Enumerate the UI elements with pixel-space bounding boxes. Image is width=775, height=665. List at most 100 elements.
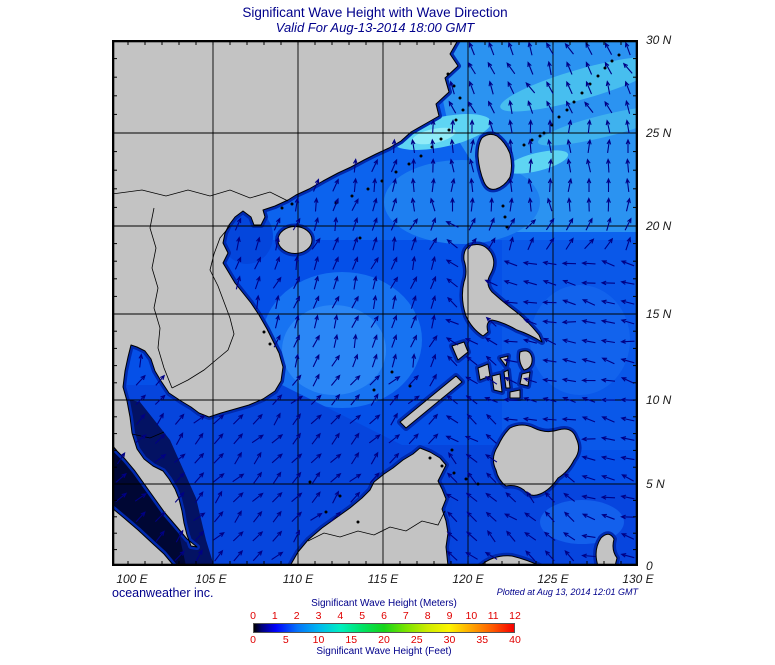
country-border	[131, 431, 165, 439]
wave-direction-arrow	[547, 177, 553, 193]
wave-direction-arrow	[115, 492, 128, 503]
wave-direction-arrow	[372, 275, 378, 290]
wave-direction-arrow	[134, 493, 147, 502]
wave-direction-arrow	[312, 178, 320, 192]
wave-direction-arrow	[503, 279, 518, 286]
wave-direction-arrow	[581, 338, 596, 344]
wave-direction-arrow	[450, 177, 456, 193]
wave-direction-arrow	[586, 119, 592, 134]
wave-direction-arrow	[445, 435, 459, 443]
wave-direction-arrow	[565, 217, 574, 231]
wave-direction-arrow	[503, 338, 518, 344]
wave-direction-arrow	[581, 533, 596, 539]
wave-direction-arrow	[546, 81, 554, 94]
wave-direction-arrow	[274, 314, 280, 329]
wave-direction-arrow	[311, 432, 321, 445]
wave-direction-arrow	[391, 177, 397, 192]
wave-direction-arrow	[488, 80, 494, 95]
wave-direction-arrow	[332, 197, 339, 212]
wave-direction-arrow	[450, 197, 455, 212]
legend-tick: 5	[282, 634, 289, 646]
island-speck	[439, 137, 443, 141]
wave-direction-arrow	[213, 414, 225, 425]
wave-direction-arrow	[350, 491, 361, 503]
wave-direction-arrow	[567, 177, 573, 193]
wave-direction-arrow	[527, 100, 534, 114]
wave-direction-arrow	[586, 158, 592, 173]
wave-direction-arrow	[331, 393, 341, 406]
legend-tick: 2	[293, 610, 300, 622]
wave-direction-arrow	[311, 491, 321, 504]
island-speck	[464, 477, 468, 481]
wave-direction-arrow	[447, 296, 458, 308]
wave-direction-arrow	[389, 393, 399, 406]
island-speck	[372, 388, 376, 392]
wave-direction-arrow	[330, 472, 342, 483]
wave-direction-arrow	[410, 275, 418, 290]
island-speck	[447, 128, 451, 132]
wave-direction-arrow	[330, 374, 341, 386]
wave-direction-arrow	[523, 396, 537, 403]
wave-direction-arrow	[562, 279, 576, 286]
wave-direction-arrow	[522, 338, 537, 344]
wave-direction-arrow	[275, 236, 280, 251]
wave-direction-arrow	[331, 295, 340, 309]
wave-direction-arrow	[465, 376, 478, 385]
wave-direction-arrow	[351, 315, 359, 328]
wave-direction-arrow	[625, 138, 631, 153]
wave-direction-arrow	[601, 260, 615, 267]
wave-direction-arrow	[352, 217, 359, 231]
wave-map-svg	[111, 39, 639, 567]
land-halmahera	[595, 533, 618, 566]
wave-direction-arrow	[450, 119, 456, 134]
wave-direction-arrow	[430, 255, 436, 270]
legend-tick: 3	[315, 610, 322, 622]
wave-direction-arrow	[606, 217, 612, 231]
wave-direction-arrow	[349, 414, 362, 424]
wave-direction-arrow	[543, 531, 556, 541]
wave-direction-arrow	[547, 138, 552, 154]
wave-direction-arrow	[428, 334, 438, 348]
wave-direction-arrow	[214, 490, 223, 504]
wave-direction-arrow	[581, 436, 596, 442]
wave-direction-arrow	[581, 474, 596, 481]
wave-direction-arrow	[523, 377, 537, 384]
legend-tick: 8	[424, 610, 431, 622]
wave-direction-arrow	[485, 492, 498, 502]
wave-direction-arrow	[581, 358, 596, 364]
lat-tick-label: 15 N	[646, 307, 672, 321]
island-speck	[610, 59, 614, 63]
wave-direction-arrow	[524, 512, 537, 522]
land-samar	[519, 350, 533, 371]
legend-tick: 9	[446, 610, 453, 622]
wave-direction-arrow	[194, 530, 205, 542]
wave-direction-arrow	[465, 453, 478, 463]
wave-direction-arrow	[411, 353, 417, 368]
island-speck	[324, 510, 328, 514]
island-speck	[538, 134, 542, 138]
wave-direction-arrow	[431, 177, 436, 193]
country-border	[149, 207, 173, 389]
wave-direction-arrow	[526, 490, 535, 504]
wave-direction-arrow	[411, 255, 417, 270]
wave-direction-arrow	[600, 455, 615, 461]
wave-direction-arrow	[585, 80, 593, 95]
wave-direction-arrow	[585, 217, 593, 231]
wave-direction-arrow	[294, 255, 300, 271]
wave-direction-arrow	[234, 510, 242, 523]
legend-tick: 10	[465, 610, 478, 622]
wave-direction-arrow	[252, 531, 264, 542]
wave-direction-arrow	[447, 355, 458, 367]
wave-direction-arrow	[503, 260, 518, 267]
wave-direction-arrow	[313, 275, 319, 290]
wave-direction-arrow	[135, 374, 146, 386]
island-speck	[501, 204, 505, 208]
wave-direction-arrow	[585, 41, 593, 56]
land-layer	[112, 40, 621, 566]
wave-direction-arrow	[294, 197, 300, 212]
wave-direction-arrow	[446, 395, 458, 405]
wave-direction-arrow	[271, 551, 284, 561]
wave-direction-arrow	[566, 61, 573, 75]
wave-direction-arrow	[391, 334, 398, 348]
wave-direction-arrow	[544, 511, 555, 523]
